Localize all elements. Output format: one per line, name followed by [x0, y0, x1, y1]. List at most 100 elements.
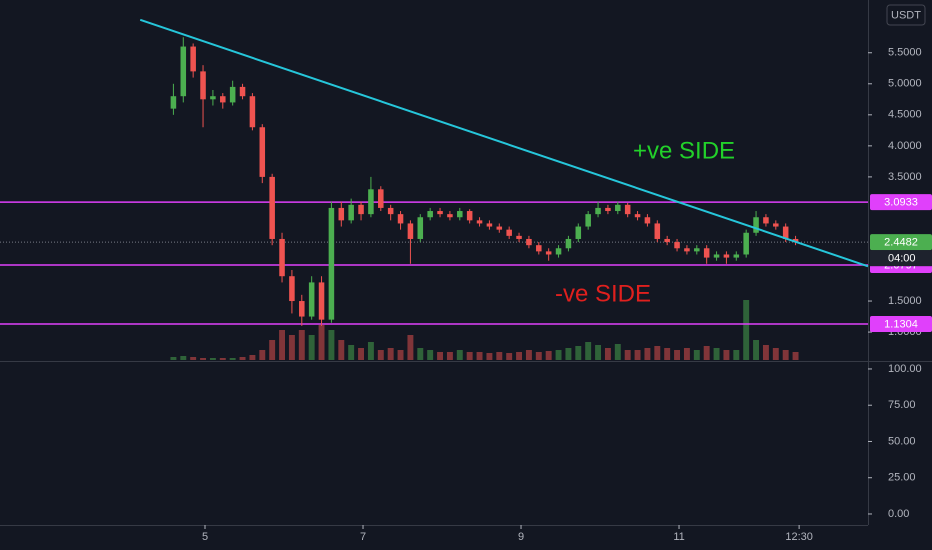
- countdown: 04:00: [888, 253, 916, 265]
- volume-bar: [535, 352, 542, 360]
- volume-bar: [664, 348, 671, 360]
- volume-bar: [279, 330, 286, 360]
- candle-body: [496, 226, 503, 230]
- volume-bar: [713, 348, 720, 360]
- candle-body: [466, 211, 473, 221]
- volume-bar: [249, 355, 256, 360]
- volume-bar: [585, 342, 592, 360]
- volume-bar: [190, 357, 197, 360]
- volume-bar: [654, 346, 661, 360]
- candle-body: [210, 96, 216, 100]
- candle-body: [249, 96, 256, 128]
- volume-bar: [387, 348, 394, 360]
- volume-bar: [338, 340, 345, 360]
- candle-body: [328, 207, 335, 320]
- candle-body: [387, 207, 394, 215]
- candle-body: [190, 46, 196, 72]
- candle-body: [358, 204, 364, 215]
- candle-body: [239, 86, 246, 97]
- candle-body: [378, 189, 384, 208]
- candle-body: [703, 248, 710, 258]
- candle-body: [180, 46, 187, 97]
- candle-body: [555, 248, 562, 255]
- candle-body: [634, 214, 641, 218]
- volume-bar: [595, 345, 602, 360]
- volume-bar: [772, 348, 779, 360]
- volume-bar: [259, 350, 266, 360]
- candle-body: [723, 254, 730, 258]
- volume-bar: [614, 344, 621, 360]
- y-tick-label: 3.5000: [888, 171, 922, 183]
- candle-body: [269, 176, 275, 239]
- volume-bar: [782, 350, 789, 360]
- y-tick-label: 4.0000: [888, 140, 922, 152]
- volume-bar: [229, 358, 236, 360]
- candle-body: [585, 214, 591, 227]
- volume-bar: [555, 350, 562, 360]
- candle-body: [447, 214, 453, 218]
- y-tick-label: 5.5000: [888, 47, 922, 59]
- candle-body: [773, 223, 779, 227]
- candle-body: [338, 207, 345, 221]
- candle-body: [407, 223, 414, 239]
- candle-body: [615, 204, 621, 212]
- candle-body: [417, 217, 424, 239]
- volume-bar: [634, 350, 641, 360]
- volume-bar: [476, 352, 483, 360]
- volume-bar: [328, 330, 335, 360]
- volume-bar: [506, 353, 513, 360]
- candle-body: [289, 276, 295, 302]
- volume-bar: [308, 335, 315, 360]
- volume-bar: [377, 350, 384, 360]
- candle-body: [595, 207, 601, 215]
- candle-body: [743, 232, 749, 255]
- candle-body: [792, 238, 799, 243]
- x-tick-label: 11: [673, 531, 684, 543]
- candle-body: [486, 223, 493, 227]
- volume-bar: [288, 335, 295, 360]
- volume-bar: [180, 356, 187, 360]
- currency: USDT: [891, 9, 921, 21]
- candle-body: [229, 86, 236, 103]
- candle-body: [170, 96, 177, 109]
- candle-body: [368, 189, 374, 215]
- price-label: 1.1304: [884, 318, 918, 330]
- volume-bar: [427, 350, 434, 360]
- volume-bar: [575, 346, 582, 360]
- x-tick-label: 7: [360, 531, 366, 543]
- candle-body: [536, 245, 542, 252]
- price-label: 3.0933: [884, 197, 918, 209]
- volume-bar: [437, 352, 444, 360]
- candle-body: [674, 242, 680, 249]
- volume-bar: [200, 358, 206, 360]
- price-label-box: [870, 194, 932, 211]
- volume-bar: [693, 350, 700, 360]
- x-tick-label: 12:30: [785, 531, 813, 543]
- currency-box[interactable]: [886, 4, 926, 26]
- candle-body: [437, 211, 443, 215]
- volume-bar: [674, 350, 681, 360]
- candle-body: [348, 204, 354, 221]
- volume-bar: [792, 352, 799, 360]
- volume-bar: [516, 352, 523, 360]
- volume-bar: [525, 350, 532, 360]
- volume-bar: [358, 348, 365, 360]
- volume-bar: [318, 325, 325, 360]
- volume-bar: [762, 345, 769, 360]
- candle-body: [476, 220, 483, 224]
- volume-bar: [466, 352, 473, 360]
- volume-bar: [456, 350, 463, 360]
- volume-bar: [703, 346, 710, 360]
- volume-bar: [545, 351, 552, 360]
- candle-body: [318, 282, 325, 320]
- countdown-box: [870, 250, 932, 267]
- volume-bar: [723, 350, 730, 360]
- volume-bar: [496, 352, 503, 360]
- volume-bar: [367, 342, 374, 360]
- candle-body: [516, 235, 522, 239]
- volume-bar: [743, 300, 750, 360]
- candle-body: [605, 207, 611, 212]
- volume-bar: [269, 340, 276, 360]
- candle-body: [259, 127, 266, 177]
